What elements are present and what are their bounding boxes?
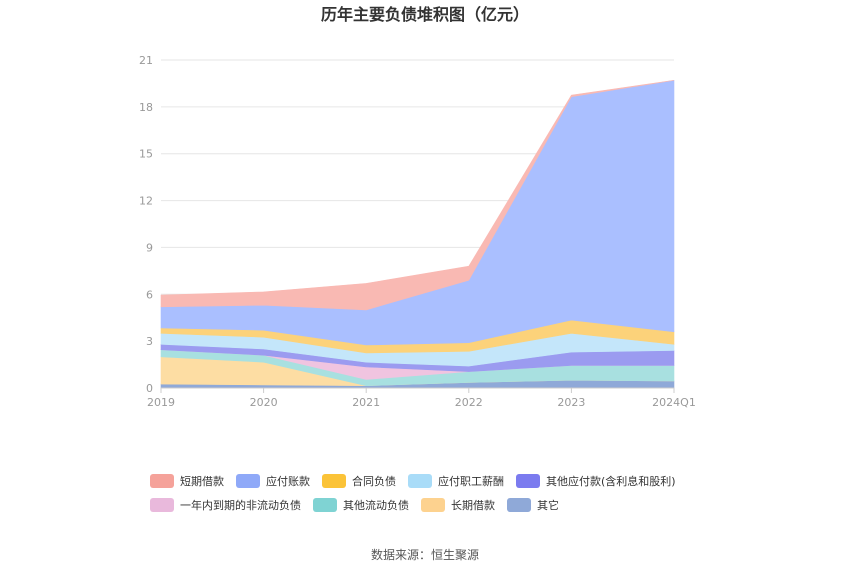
stacked-areas bbox=[160, 79, 675, 389]
legend-swatch bbox=[322, 474, 346, 488]
legend: 短期借款 应付账款 合同负债 应付职工薪酬 其他应付款(含利息和股利) 一年内到期的非流动… bbox=[150, 474, 676, 512]
legend-swatch bbox=[236, 474, 260, 488]
legend-swatch bbox=[313, 498, 337, 512]
x-tick-label: 2021 bbox=[352, 396, 380, 409]
x-tick-label: 2019 bbox=[147, 396, 175, 409]
legend-label: 其它 bbox=[537, 498, 559, 512]
legend-item[interactable]: 一年内到期的非流动负债 bbox=[150, 498, 301, 512]
legend-swatch bbox=[408, 474, 432, 488]
legend-item[interactable]: 其它 bbox=[507, 498, 559, 512]
x-tick-label: 2020 bbox=[250, 396, 278, 409]
legend-item[interactable]: 应付职工薪酬 bbox=[408, 474, 504, 488]
legend-item[interactable]: 应付账款 bbox=[236, 474, 310, 488]
y-tick-label: 9 bbox=[146, 241, 153, 254]
y-tick-label: 12 bbox=[139, 195, 153, 208]
legend-label: 长期借款 bbox=[451, 498, 495, 512]
legend-swatch bbox=[150, 474, 174, 488]
legend-label: 一年内到期的非流动负债 bbox=[180, 498, 301, 512]
source-note: 数据来源：恒生聚源 bbox=[371, 547, 479, 562]
legend-swatch bbox=[516, 474, 540, 488]
y-axis: 0 3 6 9 12 15 18 21 bbox=[139, 54, 153, 395]
legend-item[interactable]: 合同负债 bbox=[322, 474, 396, 488]
legend-label: 应付账款 bbox=[266, 474, 310, 488]
legend-label: 其他流动负债 bbox=[343, 498, 409, 512]
legend-swatch bbox=[421, 498, 445, 512]
x-tick-label: 2022 bbox=[455, 396, 483, 409]
y-tick-label: 6 bbox=[146, 288, 153, 301]
x-axis: 2019 2020 2021 2022 2023 2024Q1 bbox=[147, 387, 696, 409]
legend-label: 合同负债 bbox=[352, 474, 396, 488]
legend-swatch bbox=[507, 498, 531, 512]
chart-title: 历年主要负债堆积图（亿元） bbox=[321, 5, 529, 24]
legend-label: 其他应付款(含利息和股利) bbox=[546, 474, 676, 488]
y-tick-label: 3 bbox=[146, 335, 153, 348]
legend-label: 应付职工薪酬 bbox=[438, 474, 504, 488]
legend-item[interactable]: 其他应付款(含利息和股利) bbox=[516, 474, 676, 488]
legend-swatch bbox=[150, 498, 174, 512]
x-tick-label: 2023 bbox=[557, 396, 585, 409]
x-tick-label: 2024Q1 bbox=[652, 396, 696, 409]
legend-item[interactable]: 长期借款 bbox=[421, 498, 495, 512]
area-series-8 bbox=[160, 80, 675, 311]
legend-item[interactable]: 短期借款 bbox=[150, 474, 224, 488]
y-tick-label: 21 bbox=[139, 54, 153, 67]
legend-item[interactable]: 其他流动负债 bbox=[313, 498, 409, 512]
legend-label: 短期借款 bbox=[180, 474, 224, 488]
y-tick-label: 18 bbox=[139, 101, 153, 114]
y-tick-label: 0 bbox=[146, 382, 153, 395]
y-tick-label: 15 bbox=[139, 148, 153, 161]
